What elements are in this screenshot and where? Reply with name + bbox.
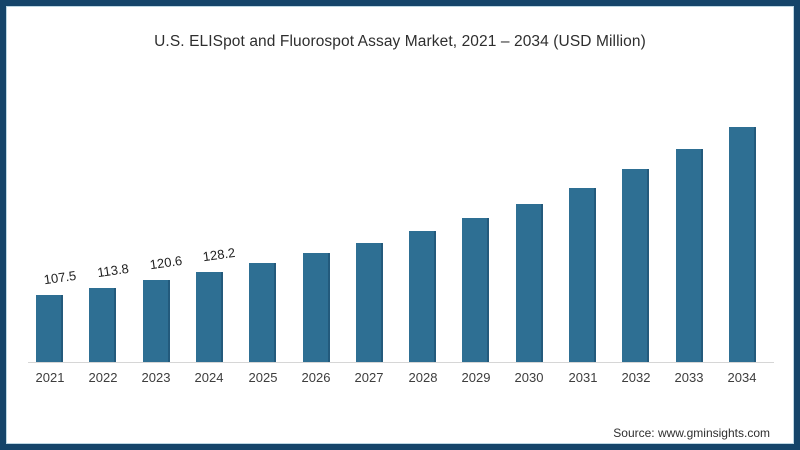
bar-value-label: 128.2	[201, 244, 237, 265]
bar	[622, 169, 649, 362]
bar	[676, 149, 703, 362]
bar	[729, 127, 756, 362]
x-axis-tick-label: 2034	[727, 370, 757, 385]
bar-value-label: 120.6	[148, 252, 184, 273]
x-axis-tick-label: 2025	[248, 370, 278, 385]
x-axis-line	[28, 362, 774, 363]
bar	[462, 218, 489, 362]
bar	[143, 280, 170, 362]
x-axis-tick-label: 2023	[141, 370, 171, 385]
bar	[196, 272, 223, 362]
bar	[249, 263, 276, 362]
bar-value-label: 107.5	[42, 267, 78, 288]
x-axis-tick-label: 2021	[35, 370, 65, 385]
x-axis-tick-label: 2028	[408, 370, 438, 385]
x-axis-tick-label: 2027	[354, 370, 384, 385]
x-axis-tick-label: 2032	[621, 370, 651, 385]
x-axis-tick-label: 2031	[568, 370, 598, 385]
source-attribution: Source: www.gminsights.com	[613, 426, 770, 440]
bar	[36, 295, 63, 362]
x-axis-tick-label: 2029	[461, 370, 491, 385]
bar	[516, 204, 543, 362]
bar-value-label: 113.8	[96, 260, 130, 281]
bar	[409, 231, 436, 362]
x-axis-tick-label: 2026	[301, 370, 331, 385]
bar	[89, 288, 116, 362]
bar	[303, 253, 330, 362]
bar	[356, 243, 383, 362]
bar	[569, 188, 596, 362]
x-axis-tick-label: 2033	[674, 370, 704, 385]
x-axis-tick-label: 2030	[514, 370, 544, 385]
chart-title: U.S. ELISpot and Fluorospot Assay Market…	[154, 33, 646, 50]
x-axis-tick-label: 2024	[194, 370, 224, 385]
x-axis-tick-label: 2022	[88, 370, 118, 385]
